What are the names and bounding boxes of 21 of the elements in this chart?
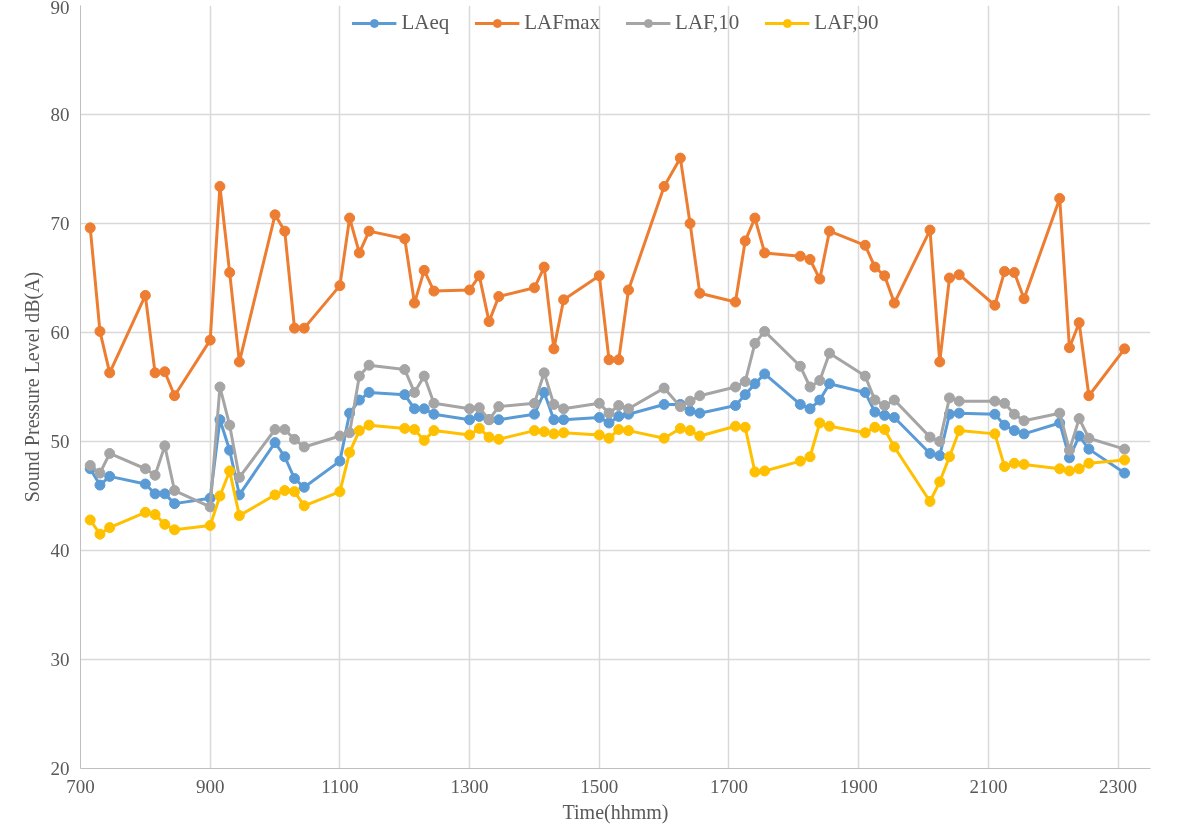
y-axis-title: Sound Pressure Level dB(A) (20, 271, 44, 503)
legend-label: LAFmax (524, 10, 601, 35)
x-tick-label: 2300 (1099, 775, 1138, 797)
y-tick-label: 30 (50, 649, 70, 670)
y-tick-label: 70 (50, 213, 70, 234)
x-tick-label: 900 (195, 775, 225, 797)
x-tick-label: 2100 (969, 775, 1008, 797)
y-tick-label: 60 (50, 322, 70, 343)
x-tick-label: 1100 (321, 775, 359, 797)
y-tick-label: 50 (50, 431, 70, 452)
y-tick-label: 40 (50, 540, 70, 561)
x-tick-label: 1700 (709, 775, 748, 797)
y-tick-label: 90 (50, 0, 70, 18)
x-axis-title: Time(hhmm) (562, 800, 669, 824)
legend-label: LAeq (401, 10, 450, 35)
x-tick-label: 1300 (450, 775, 489, 797)
legend-label: LAF,10 (675, 10, 740, 35)
legend-label: LAF,90 (814, 10, 879, 35)
x-tick-label: 1900 (839, 775, 878, 797)
y-tick-label: 80 (50, 104, 70, 125)
x-tick-label: 1500 (580, 775, 619, 797)
